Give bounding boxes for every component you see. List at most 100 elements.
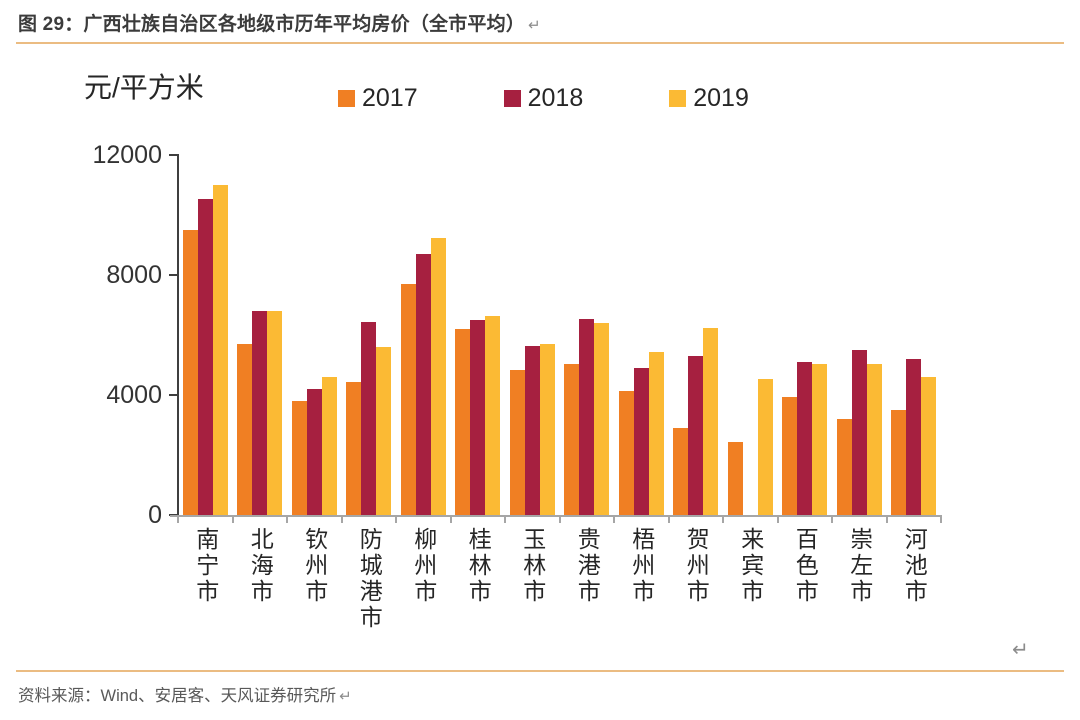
x-tick-mark [558,517,561,523]
legend-item-2019: 2019 [669,84,749,113]
x-tick-mark [885,517,888,523]
bar-2017-钦州市 [291,401,307,515]
x-axis-label-桂林市: 桂林市 [465,527,492,605]
bar-2019-北海市 [267,311,283,515]
return-mark-icon: ↵ [339,688,352,705]
x-axis-label-玉林市: 玉林市 [519,527,546,605]
bar-2017-贺州市 [673,428,689,515]
bar-2017-梧州市 [618,390,634,515]
x-tick-mark [395,517,397,523]
bar-2017-百色市 [782,396,798,515]
x-axis-label-河池市: 河池市 [901,527,928,605]
x-tick-mark [504,517,506,523]
source-note: 资料来源：Wind、安居客、天风证券研究所 ↵ [18,682,352,706]
x-axis-label-贺州市: 贺州市 [683,527,710,605]
bar-2019-防城港市 [376,347,392,515]
x-tick-mark [340,517,343,523]
bar-2019-来宾市 [757,378,773,515]
bar-2017-贵港市 [564,363,580,515]
bar-2019-百色市 [812,363,828,515]
y-tick-mark [169,394,178,396]
y-tick-mark [169,274,178,276]
bar-2017-南宁市 [182,230,198,515]
x-axis-label-百色市: 百色市 [792,527,819,605]
bar-2018-南宁市 [197,198,213,515]
bar-2018-崇左市 [851,350,867,515]
bar-2018-贵港市 [579,318,595,515]
x-axis-line [170,515,942,517]
y-tick-label-4000: 4000 [106,381,162,409]
bar-2018-柳州市 [415,254,431,515]
source-note-text: 资料来源：Wind、安居客、天风证券研究所 [18,687,337,705]
bar-group-来宾市 [723,155,778,515]
bar-2019-贵港市 [594,323,610,515]
chart-legend: 2017 2018 2019 [338,84,749,113]
legend-item-2018: 2018 [503,84,583,113]
bar-group-南宁市 [178,155,233,515]
x-axis-label-贵港市: 贵港市 [574,527,601,605]
bar-2018-百色市 [797,362,813,515]
bar-2017-防城港市 [346,381,362,515]
bar-2018-桂林市 [470,320,486,515]
bar-2019-崇左市 [866,363,882,515]
bar-2017-桂林市 [455,329,471,515]
x-tick-mark [776,517,779,523]
bar-2019-桂林市 [485,315,501,515]
y-tick-label-8000: 8000 [106,261,162,289]
bar-2018-玉林市 [524,345,540,515]
x-axis-label-柳州市: 柳州市 [410,527,437,605]
legend-item-2017: 2017 [338,84,418,113]
bar-2019-南宁市 [212,185,228,515]
x-axis-label-北海市: 北海市 [247,527,274,605]
bar-2018-防城港市 [361,321,377,515]
legend-label-2019: 2019 [693,84,749,112]
x-axis-label-钦州市: 钦州市 [301,527,328,605]
x-tick-mark [940,517,942,523]
bar-2017-崇左市 [836,419,852,515]
bar-group-梧州市 [614,155,669,515]
bar-2019-柳州市 [430,237,446,515]
x-axis-label-南宁市: 南宁市 [192,527,219,605]
bar-group-钦州市 [287,155,342,515]
x-tick-mark [667,517,670,523]
return-mark-icon: ↵ [528,17,541,34]
bar-group-柳州市 [396,155,451,515]
figure-title-text: 图 29：广西壮族自治区各地级市历年平均房价（全市平均） [18,14,526,35]
x-tick-mark [722,517,724,523]
bar-2019-梧州市 [648,351,664,515]
bar-2018-贺州市 [688,356,704,515]
bar-group-北海市 [233,155,288,515]
bar-group-百色市 [778,155,833,515]
x-tick-mark [449,517,452,523]
bar-2017-柳州市 [400,284,416,515]
bar-group-贺州市 [669,155,724,515]
bar-group-防城港市 [342,155,397,515]
x-tick-mark [286,517,288,523]
bar-2019-河池市 [921,377,937,515]
bar-2019-玉林市 [539,344,555,515]
bar-group-贵港市 [560,155,615,515]
x-tick-mark [831,517,833,523]
y-axis-line [177,154,179,516]
bar-2019-贺州市 [703,327,719,515]
title-divider-line [16,42,1064,44]
legend-swatch-2019-icon [669,90,687,107]
x-axis-label-防城港市: 防城港市 [356,527,383,631]
bar-2017-玉林市 [509,369,525,515]
legend-label-2017: 2017 [362,84,418,112]
bar-group-玉林市 [505,155,560,515]
footer-divider-line [16,670,1064,672]
figure-title: 图 29：广西壮族自治区各地级市历年平均房价（全市平均） ↵ [18,9,541,36]
x-axis-label-来宾市: 来宾市 [737,527,764,605]
x-tick-mark [177,517,179,523]
bar-group-崇左市 [832,155,887,515]
return-mark-icon: ↵ [1012,639,1029,661]
x-axis-label-崇左市: 崇左市 [846,527,873,605]
bar-2018-钦州市 [306,389,322,515]
bar-2017-北海市 [237,344,253,515]
plot-area [178,155,941,515]
y-axis-unit-label: 元/平方米 [84,72,204,103]
x-tick-mark [613,517,615,523]
x-axis-label-梧州市: 梧州市 [628,527,655,605]
bar-2018-北海市 [252,311,268,515]
